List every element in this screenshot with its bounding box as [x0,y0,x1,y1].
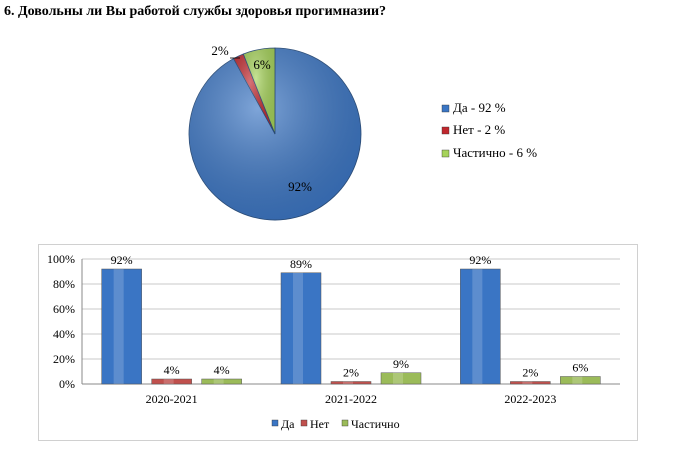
bar-Да-2021-2022 [280,272,322,385]
bar-Частично-2020-2021 [201,378,242,385]
bar-legend-label: Нет [310,417,330,431]
pie-chart: 92% 2% 6% Да - 92 % Нет - 2 % Частично - 6 % [188,43,537,221]
bar-data-label: 2% [343,366,359,380]
y-tick-label: 0% [59,377,75,391]
bar-highlight [472,269,483,384]
y-tick-label: 40% [53,327,75,341]
y-tick-label: 20% [53,352,75,366]
bar-Частично-2021-2022 [380,372,422,385]
bar-highlight [393,372,403,384]
bar-highlight [163,379,174,384]
bar-data-label: 2% [522,366,538,380]
bar-legend-marker [341,419,349,427]
bar-legend-label: Частично [351,417,400,431]
bar-data-label: 89% [290,257,312,271]
bar-highlight [572,376,583,384]
bar-legend-label: Да [281,417,295,431]
x-category-label: 2022-2023 [504,392,556,406]
pie-legend-label: Да - 92 % [453,100,506,115]
x-category-label: 2020-2021 [146,392,198,406]
bar-highlight [113,269,124,384]
pie-legend-marker [441,104,450,113]
pie-data-label: 6% [253,57,271,72]
pie-legend-label: Нет - 2 % [453,122,505,137]
bar-Да-2022-2023 [460,268,501,385]
bar-data-label: 4% [214,363,230,377]
bar-highlight [343,381,353,384]
bar-Нет-2020-2021 [151,378,192,385]
bar-data-label: 92% [469,253,491,267]
bar-data-label: 6% [572,361,588,375]
bar-data-label: 92% [111,253,133,267]
pie-slice-shade-1 [233,54,275,134]
bar-data-label: 9% [393,357,409,371]
question-title: 6. Довольны ли Вы работой службы здоровь… [4,4,387,19]
bar-Частично-2022-2023 [560,376,601,385]
pie-legend-marker [441,126,450,135]
y-tick-label: 100% [47,252,75,266]
x-category-label: 2021-2022 [325,392,377,406]
bar-highlight [522,381,533,384]
pie-data-label: 2% [211,43,229,58]
y-tick-label: 60% [53,302,75,316]
bar-legend-marker [271,419,279,427]
pie-legend-marker [441,149,450,158]
pie-slice-shade-2 [243,48,275,134]
bar-Нет-2021-2022 [330,381,372,385]
bar-Да-2020-2021 [101,268,142,385]
bar-Нет-2022-2023 [510,381,551,385]
pie-data-label: 92% [288,179,312,194]
pie-legend-label: Частично - 6 % [453,145,537,160]
bar-highlight [293,272,303,384]
bar-highlight [213,379,224,384]
y-tick-label: 80% [53,277,75,291]
bar-data-label: 4% [164,363,180,377]
bar-legend-marker [300,419,308,427]
